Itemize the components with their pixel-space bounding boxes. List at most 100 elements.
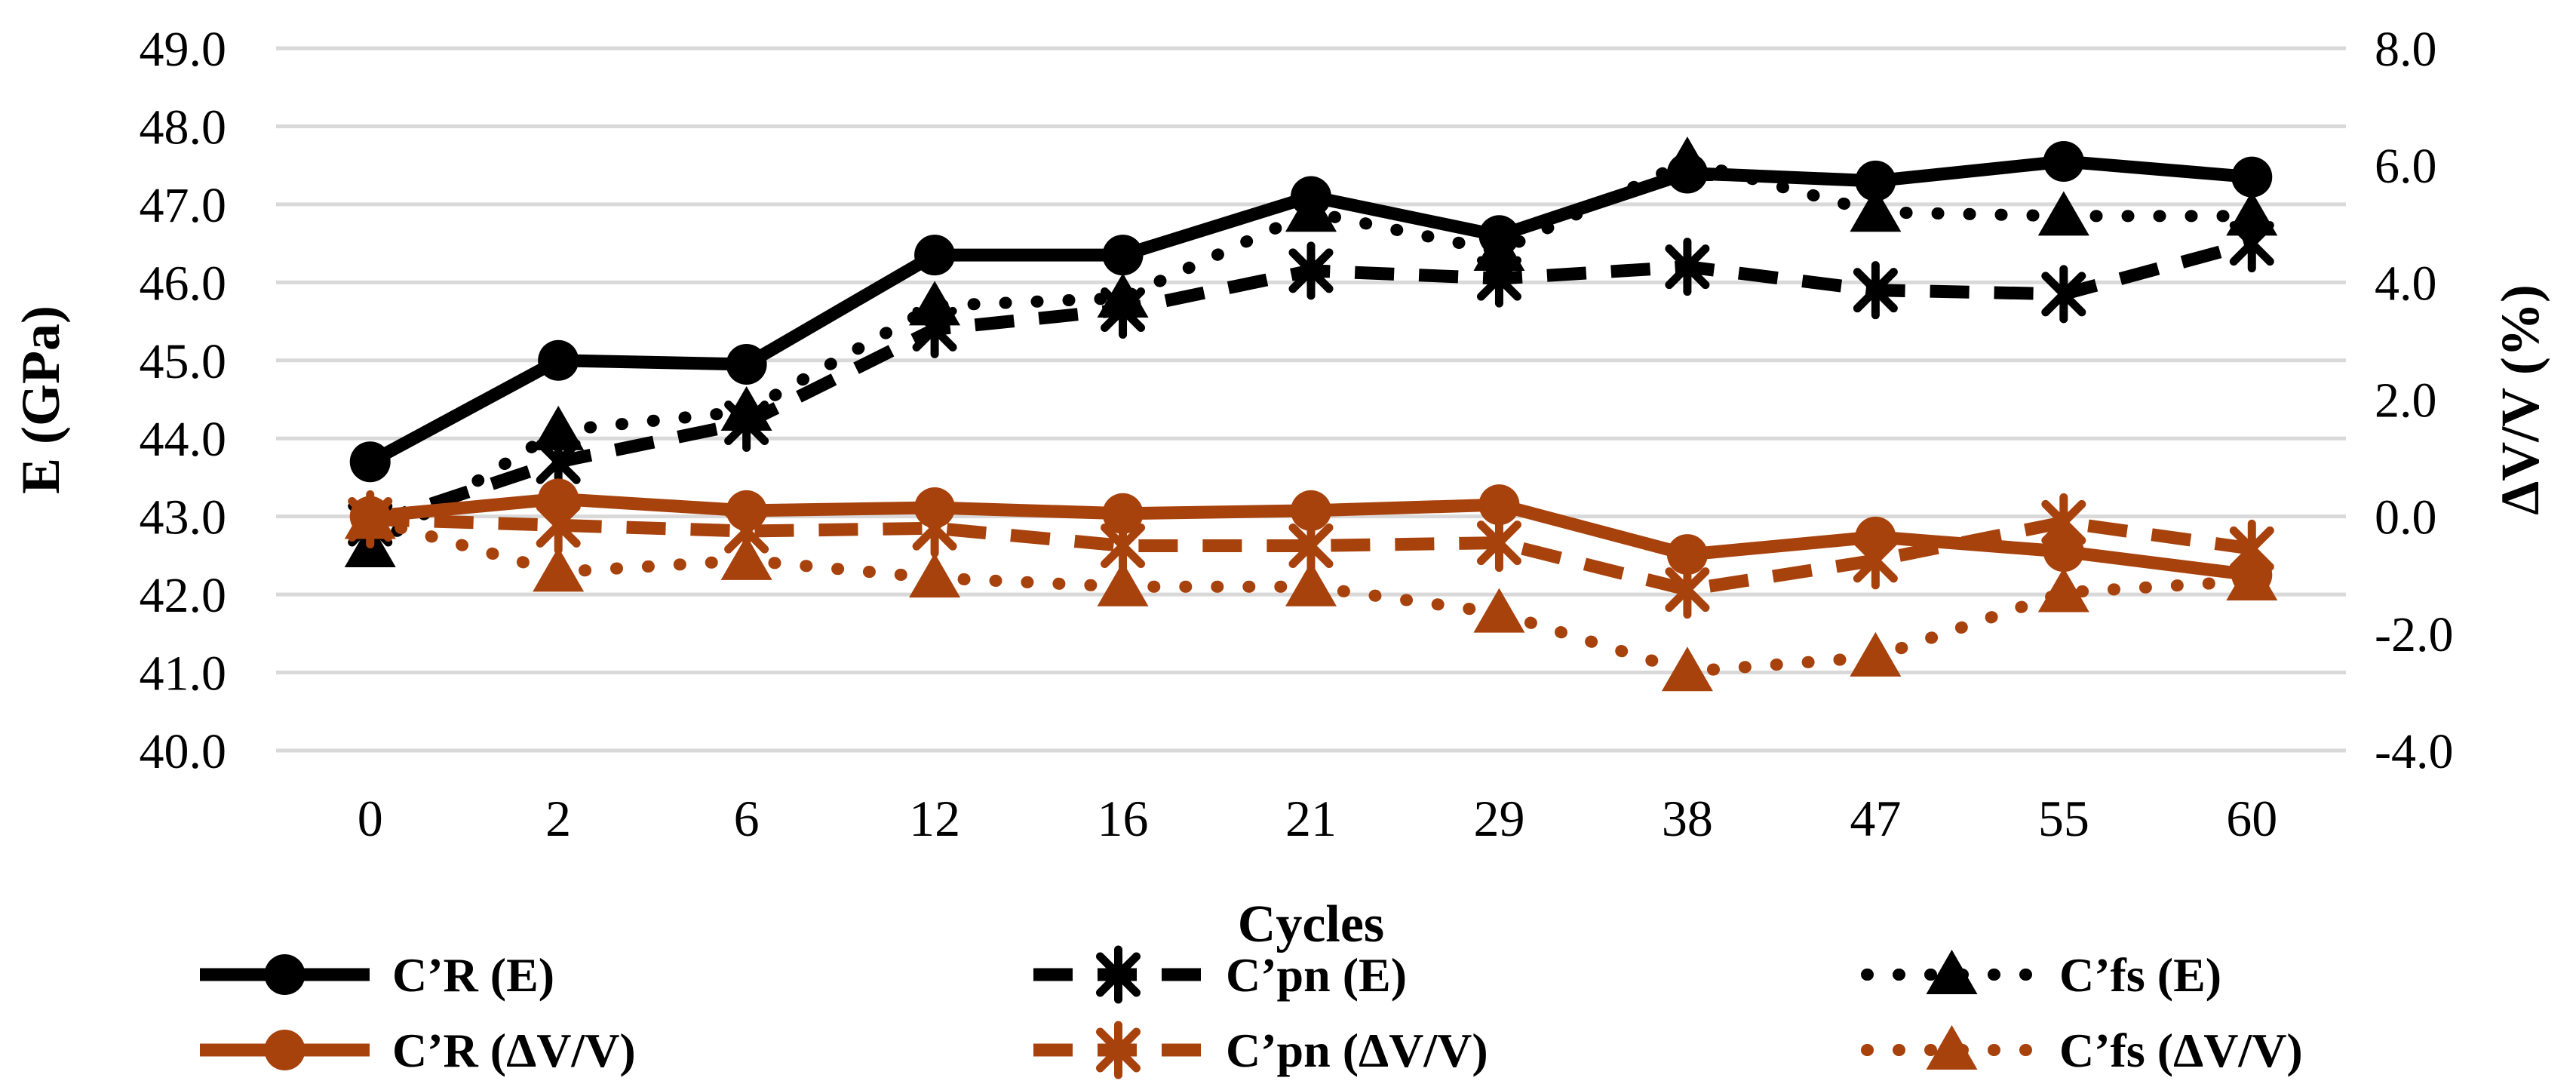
data-point [1661, 646, 1713, 692]
legend-label: C’pn (E) [1226, 948, 1407, 1002]
data-point [1850, 187, 1902, 232]
data-point [2226, 191, 2278, 236]
data-point [909, 281, 961, 326]
data-point [1473, 226, 1525, 271]
data-point [2226, 556, 2278, 601]
axis-tick-labels: 49.0 48.0 47.0 46.0 45.0 44.0 43.0 42.0 41.0 40.0… [140, 22, 2454, 847]
right-axis-tick: 6.0 [2375, 139, 2437, 194]
data-point [349, 441, 391, 483]
legend-marker-circle [264, 1030, 305, 1070]
data-point [1285, 561, 1337, 606]
x-axis-tick: 2 [545, 790, 571, 847]
data-point [720, 386, 772, 431]
data-point [1097, 273, 1149, 318]
data-point [720, 535, 772, 580]
data-point [1102, 235, 1144, 276]
left-axis-tick: 43.0 [140, 490, 227, 545]
legend-label: C’R (ΔV/V) [392, 1024, 636, 1077]
legend-label: C’fs (ΔV/V) [2059, 1024, 2303, 1077]
x-axis-title: Cycles [1238, 895, 1384, 953]
legend-item: C’pn (ΔV/V) [1033, 1021, 1488, 1079]
data-point [914, 235, 956, 276]
left-axis-title: E (GPa) [11, 306, 71, 494]
data-point [726, 343, 767, 385]
left-axis-tick: 47.0 [140, 178, 227, 233]
legend: C’R (E) C’pn (E) C’fs (E) C’R (ΔV/V) C’pn (Δ… [200, 945, 2303, 1079]
legend-marker-circle [264, 954, 305, 995]
left-axis-tick: 49.0 [140, 22, 227, 77]
data-point [538, 339, 579, 381]
x-axis-tick: 29 [1473, 790, 1524, 847]
legend-item: C’R (E) [200, 948, 554, 1002]
data-point [1478, 484, 1520, 526]
data-point [1288, 241, 1334, 300]
data-point [1855, 160, 1896, 201]
series-markers [344, 136, 2278, 692]
x-axis-tick: 38 [1662, 790, 1713, 847]
data-point [1102, 493, 1144, 534]
x-axis-tick: 0 [358, 790, 383, 847]
data-point [1473, 588, 1525, 633]
left-axis-tick: 46.0 [140, 256, 227, 311]
legend-marker-triangle [1926, 950, 1978, 994]
left-axis-tick: 45.0 [140, 334, 227, 389]
legend-item: C’R (ΔV/V) [200, 1024, 636, 1077]
data-point [533, 405, 585, 450]
right-axis-tick: 2.0 [2375, 373, 2437, 428]
data-point [1097, 561, 1149, 606]
left-axis-tick: 44.0 [140, 412, 227, 467]
data-point [2043, 531, 2084, 573]
left-axis-tick: 42.0 [140, 568, 227, 623]
right-axis-title: ΔV/V (%) [2490, 284, 2550, 515]
data-point [1665, 238, 1710, 296]
right-axis-tick: 8.0 [2375, 22, 2437, 77]
data-point [909, 553, 961, 598]
legend-marker-triangle [1926, 1025, 1978, 1070]
data-point [1853, 261, 1898, 320]
data-point [2041, 493, 2086, 551]
data-point [1476, 514, 1521, 573]
legend-item: C’pn (E) [1033, 945, 1407, 1004]
data-point [1666, 534, 1708, 576]
gridlines [276, 46, 2346, 753]
legend-item: C’fs (ΔV/V) [1861, 1024, 2303, 1077]
data-point [533, 547, 585, 592]
left-axis-tick: 48.0 [140, 100, 227, 155]
legend-marker-asterisk [1096, 945, 1141, 1004]
left-axis-tick: 40.0 [140, 724, 227, 779]
data-point [1665, 560, 1710, 619]
right-axis-tick: 0.0 [2375, 490, 2437, 545]
data-point [2037, 567, 2089, 613]
data-point [536, 496, 581, 554]
series-line-3 [364, 155, 2258, 554]
right-axis-tick: -4.0 [2375, 724, 2453, 779]
legend-label: C’pn (ΔV/V) [1226, 1024, 1488, 1077]
left-axis-tick: 41.0 [140, 646, 227, 702]
x-axis-tick: 16 [1098, 790, 1149, 847]
data-point [912, 499, 957, 557]
right-axis-tick: 4.0 [2375, 256, 2437, 311]
data-point [1285, 187, 1337, 232]
data-point [1853, 531, 1898, 590]
x-axis-tick: 55 [2038, 790, 2089, 847]
x-axis-tick: 6 [734, 790, 760, 847]
data-point [2043, 140, 2084, 182]
legend-item: C’fs (E) [1861, 948, 2221, 1002]
data-point [2231, 156, 2273, 198]
x-axis-tick: 60 [2226, 790, 2277, 847]
legend-label: C’fs (E) [2059, 948, 2221, 1002]
data-point [1661, 136, 1713, 181]
legend-marker-asterisk [1096, 1021, 1141, 1079]
x-axis-tick: 47 [1850, 790, 1901, 847]
legend-label: C’R (E) [392, 948, 554, 1002]
x-axis-tick: 21 [1285, 790, 1337, 847]
data-point [2037, 191, 2089, 236]
right-axis-tick: -2.0 [2375, 607, 2453, 662]
x-axis-tick: 12 [909, 790, 960, 847]
data-point [1850, 631, 1902, 677]
data-point [344, 494, 396, 539]
data-point [2041, 265, 2086, 324]
data-point [1291, 490, 1331, 531]
